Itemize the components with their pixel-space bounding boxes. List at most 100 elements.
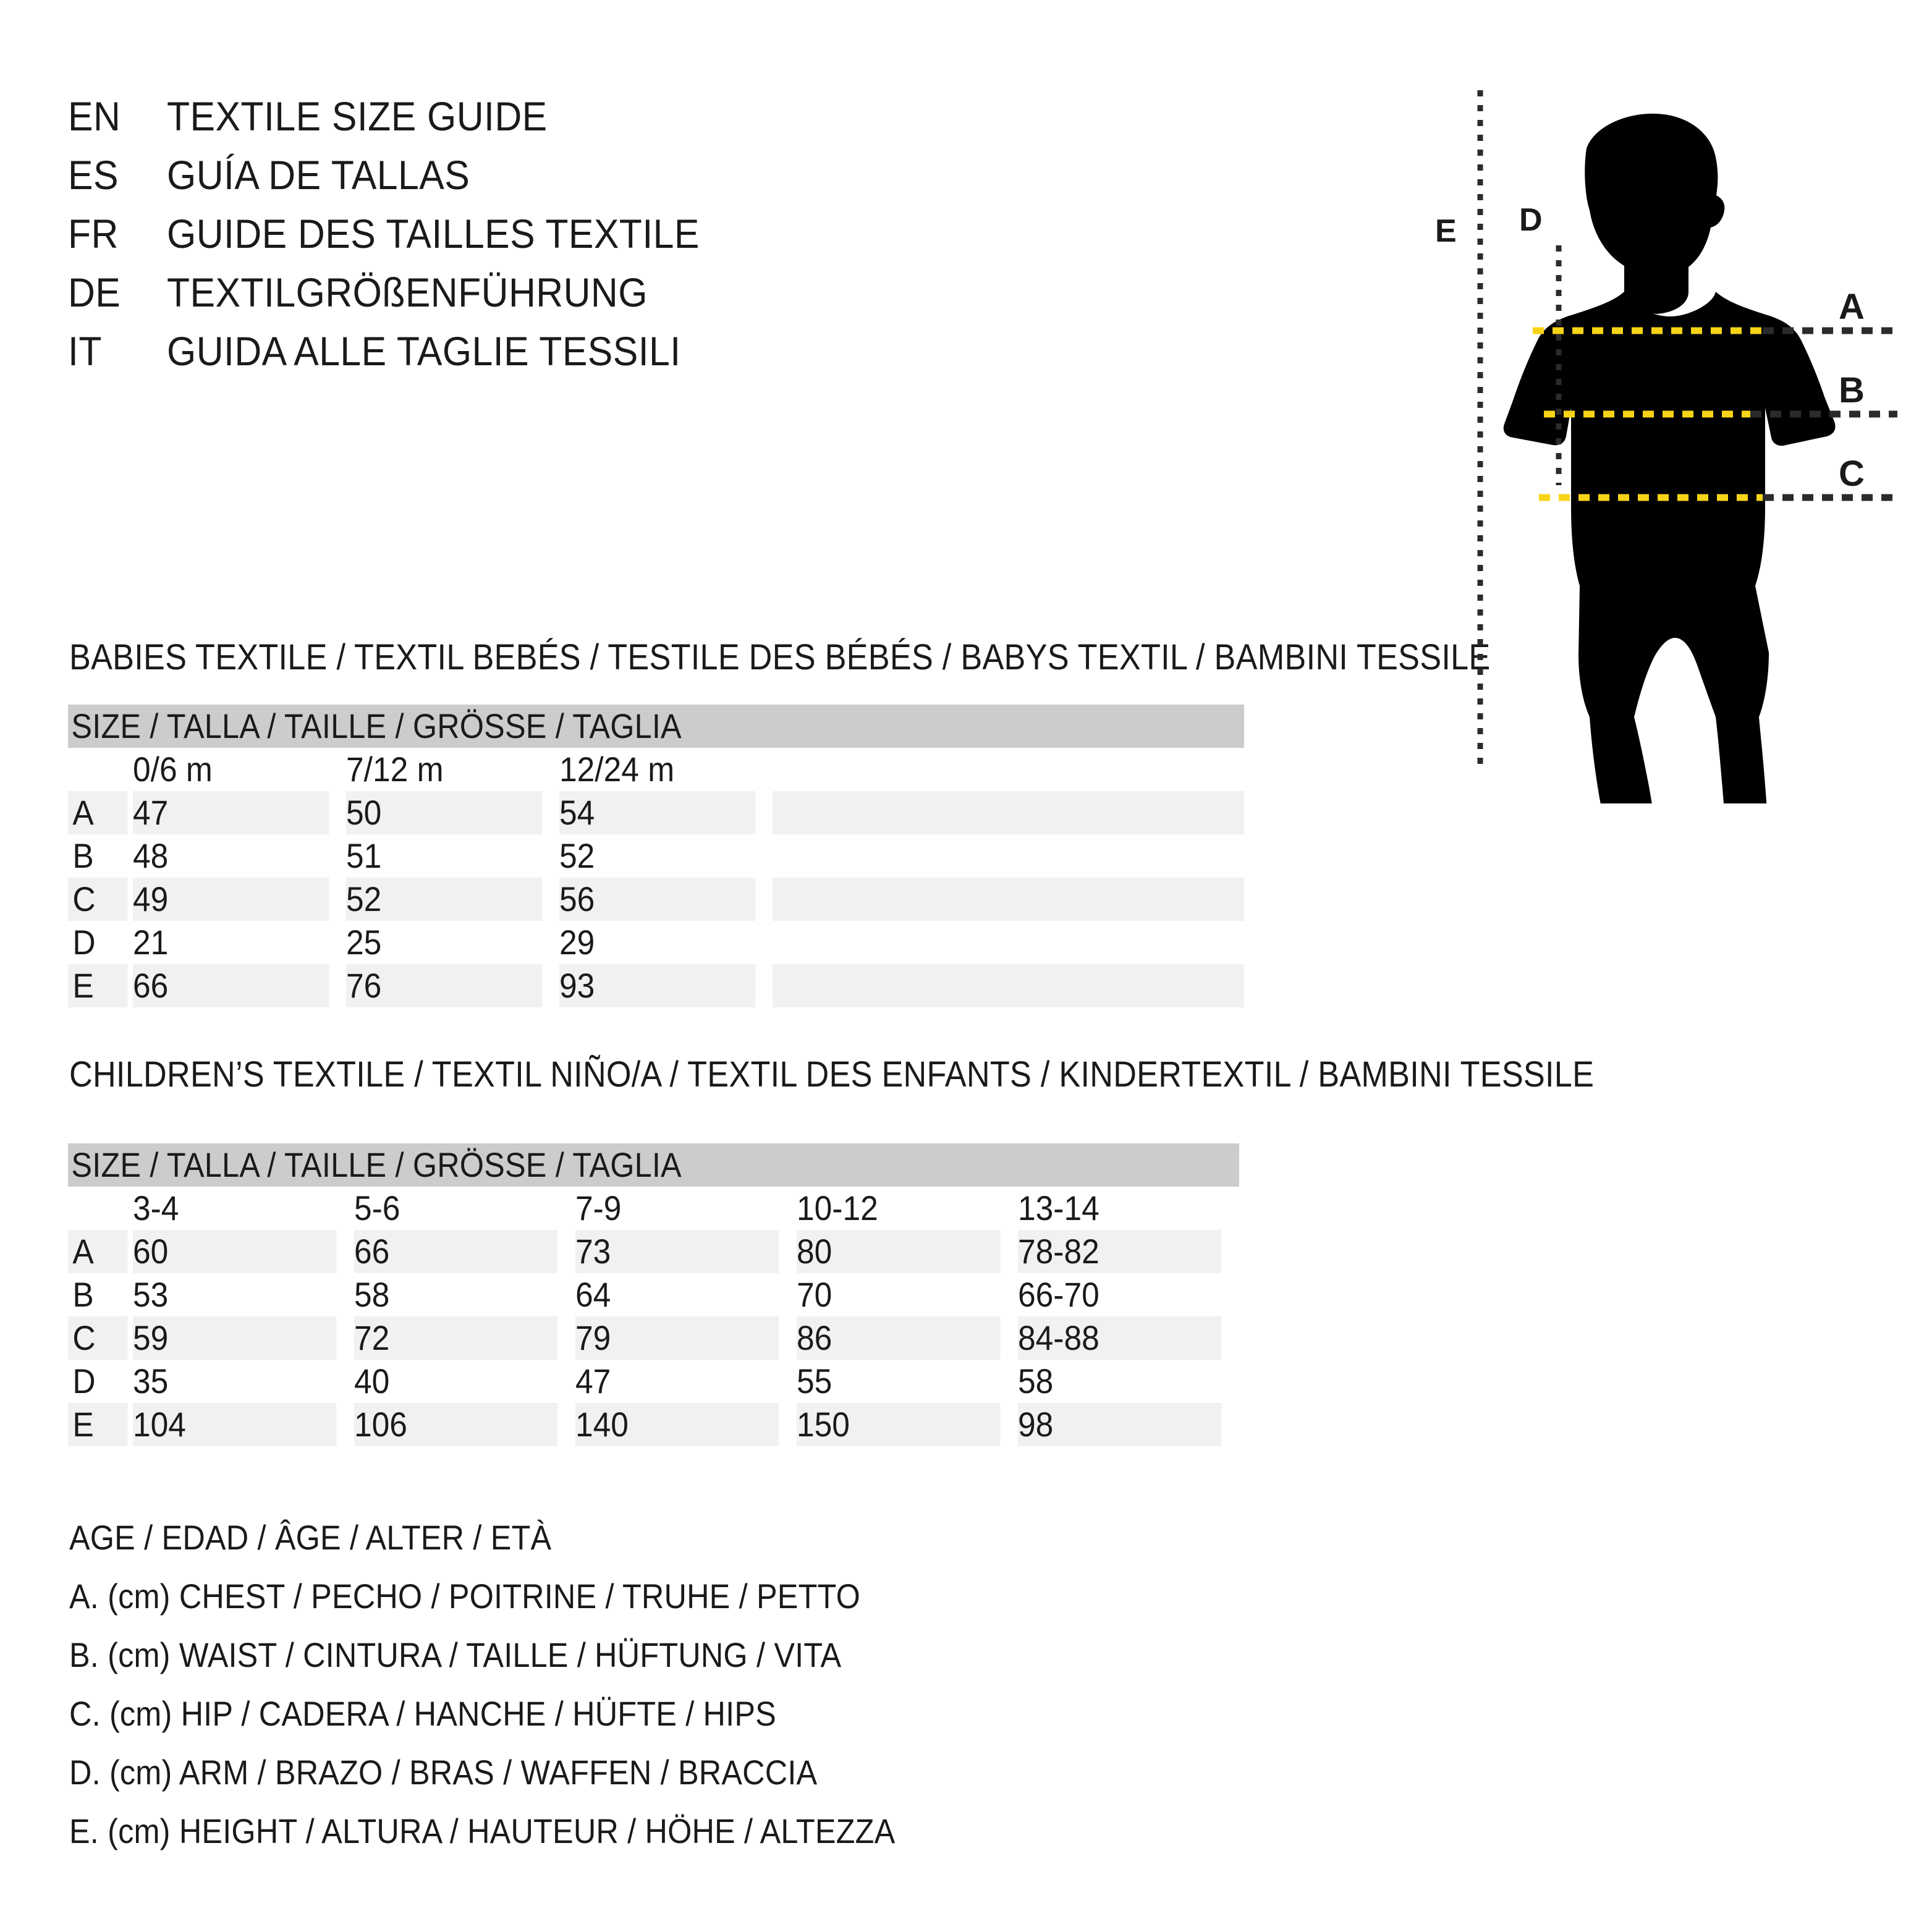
babies-row-label-a: A <box>68 791 128 834</box>
children-corner-cell <box>68 1187 128 1230</box>
children-col-header-4: 13-14 <box>1018 1187 1222 1230</box>
table-row: E 66 76 93 <box>68 964 1244 1007</box>
language-code-it: IT <box>68 328 102 374</box>
babies-col-header-filler <box>773 748 1244 791</box>
table-row: A 47 50 54 <box>68 791 1244 834</box>
children-cell-c-0: 59 <box>133 1316 337 1360</box>
children-col-header-0: 3-4 <box>133 1187 337 1230</box>
legend-line-d-arm: D. (cm) ARM / BRAZO / BRAS / WAFFEN / BR… <box>69 1753 818 1792</box>
language-row-de: DE TEXTILGRÖßENFÜHRUNG <box>68 269 746 328</box>
children-cell-e-1: 106 <box>354 1403 558 1446</box>
language-title-fr: GUIDE DES TAILLES TEXTILE <box>167 211 700 256</box>
language-row-en: EN TEXTILE SIZE GUIDE <box>68 93 746 151</box>
babies-section-caption: BABIES TEXTILE / TEXTIL BEBÉS / TESTILE … <box>69 637 1491 677</box>
babies-cell-a-1: 50 <box>346 791 543 834</box>
babies-cell-d-1: 25 <box>346 921 543 964</box>
babies-cell-b-1: 51 <box>346 834 543 878</box>
children-column-header-row: 3-4 5-6 7-9 10-12 13-14 <box>68 1187 1239 1230</box>
babies-cell-d-filler <box>773 921 1244 964</box>
figure-label-d: D <box>1519 202 1543 238</box>
legend-line-a-chest: A. (cm) CHEST / PECHO / POITRINE / TRUHE… <box>69 1577 860 1616</box>
babies-cell-c-filler <box>773 878 1244 921</box>
table-row: D 21 25 29 <box>68 921 1244 964</box>
children-row-label-a: A <box>68 1230 128 1273</box>
children-cell-c-1: 72 <box>354 1316 558 1360</box>
children-cell-a-4: 78-82 <box>1018 1230 1222 1273</box>
babies-cell-a-filler <box>773 791 1244 834</box>
language-row-it: IT GUIDA ALLE TAGLIE TESSILI <box>68 328 746 386</box>
children-cell-b-4: 66-70 <box>1018 1273 1222 1316</box>
table-row: B 53 58 64 70 66-70 <box>68 1273 1239 1316</box>
children-cell-b-3: 70 <box>797 1273 1001 1316</box>
language-code-de: DE <box>68 269 121 315</box>
table-row: C 59 72 79 86 84-88 <box>68 1316 1239 1360</box>
babies-col-header-0: 0/6 m <box>133 748 329 791</box>
children-cell-e-0: 104 <box>133 1403 337 1446</box>
babies-cell-d-0: 21 <box>133 921 329 964</box>
babies-cell-e-1: 76 <box>346 964 543 1007</box>
babies-row-label-b: B <box>68 834 128 878</box>
babies-cell-c-0: 49 <box>133 878 329 921</box>
babies-row-label-e: E <box>68 964 128 1007</box>
legend-line-b-waist: B. (cm) WAIST / CINTURA / TAILLE / HÜFTU… <box>69 1635 842 1674</box>
language-code-es: ES <box>68 152 119 198</box>
babies-column-header-row: 0/6 m 7/12 m 12/24 m <box>68 748 1244 791</box>
legend-line-c-hip: C. (cm) HIP / CADERA / HANCHE / HÜFTE / … <box>69 1694 776 1733</box>
children-band-label: SIZE / TALLA / TAILLE / GRÖSSE / TAGLIA <box>71 1145 682 1184</box>
children-cell-c-3: 86 <box>797 1316 1001 1360</box>
language-header-block: EN TEXTILE SIZE GUIDE ES GUÍA DE TALLAS … <box>68 93 746 386</box>
children-col-header-1: 5-6 <box>354 1187 558 1230</box>
children-cell-c-4: 84-88 <box>1018 1316 1222 1360</box>
child-silhouette-icon <box>1503 113 1836 803</box>
children-cell-d-0: 35 <box>133 1360 337 1403</box>
children-col-header-3: 10-12 <box>797 1187 1001 1230</box>
children-cell-a-2: 73 <box>575 1230 779 1273</box>
language-row-fr: FR GUIDE DES TAILLES TEXTILE <box>68 210 746 269</box>
table-row: D 35 40 47 55 58 <box>68 1360 1239 1403</box>
table-row: E 104 106 140 150 98 <box>68 1403 1239 1446</box>
children-cell-a-1: 66 <box>354 1230 558 1273</box>
babies-cell-d-2: 29 <box>559 921 756 964</box>
babies-cell-a-0: 47 <box>133 791 329 834</box>
babies-cell-c-1: 52 <box>346 878 543 921</box>
children-row-label-b: B <box>68 1273 128 1316</box>
children-cell-b-0: 53 <box>133 1273 337 1316</box>
language-title-it: GUIDA ALLE TAGLIE TESSILI <box>167 328 681 374</box>
measurement-figure-diagram <box>1409 74 1932 803</box>
language-title-de: TEXTILGRÖßENFÜHRUNG <box>167 269 648 315</box>
children-cell-e-2: 140 <box>575 1403 779 1446</box>
babies-row-label-d: D <box>68 921 128 964</box>
children-row-label-d: D <box>68 1360 128 1403</box>
babies-cell-e-0: 66 <box>133 964 329 1007</box>
babies-cell-e-2: 93 <box>559 964 756 1007</box>
language-title-es: GUÍA DE TALLAS <box>167 152 470 198</box>
children-cell-d-3: 55 <box>797 1360 1001 1403</box>
children-row-label-e: E <box>68 1403 128 1446</box>
children-cell-d-4: 58 <box>1018 1360 1222 1403</box>
babies-band-label: SIZE / TALLA / TAILLE / GRÖSSE / TAGLIA <box>71 706 682 745</box>
children-cell-e-3: 150 <box>797 1403 1001 1446</box>
table-row: C 49 52 56 <box>68 878 1244 921</box>
table-row: B 48 51 52 <box>68 834 1244 878</box>
children-cell-d-1: 40 <box>354 1360 558 1403</box>
babies-size-table: SIZE / TALLA / TAILLE / GRÖSSE / TAGLIA … <box>68 705 1244 1007</box>
language-title-en: TEXTILE SIZE GUIDE <box>167 93 548 139</box>
measurement-legend: AGE / EDAD / ÂGE / ALTER / ETÀ A. (cm) C… <box>69 1508 987 1860</box>
children-row-label-c: C <box>68 1316 128 1360</box>
babies-corner-cell <box>68 748 128 791</box>
babies-cell-e-filler <box>773 964 1244 1007</box>
children-cell-c-2: 79 <box>575 1316 779 1360</box>
children-cell-a-0: 60 <box>133 1230 337 1273</box>
language-code-fr: FR <box>68 211 119 256</box>
children-table-band-row: SIZE / TALLA / TAILLE / GRÖSSE / TAGLIA <box>68 1143 1240 1187</box>
children-cell-d-2: 47 <box>575 1360 779 1403</box>
babies-cell-b-0: 48 <box>133 834 329 878</box>
babies-row-label-c: C <box>68 878 128 921</box>
children-col-header-2: 7-9 <box>575 1187 779 1230</box>
language-row-es: ES GUÍA DE TALLAS <box>68 151 746 210</box>
language-code-en: EN <box>68 93 121 139</box>
babies-cell-b-2: 52 <box>559 834 756 878</box>
table-row: A 60 66 73 80 78-82 <box>68 1230 1239 1273</box>
children-cell-b-2: 64 <box>575 1273 779 1316</box>
